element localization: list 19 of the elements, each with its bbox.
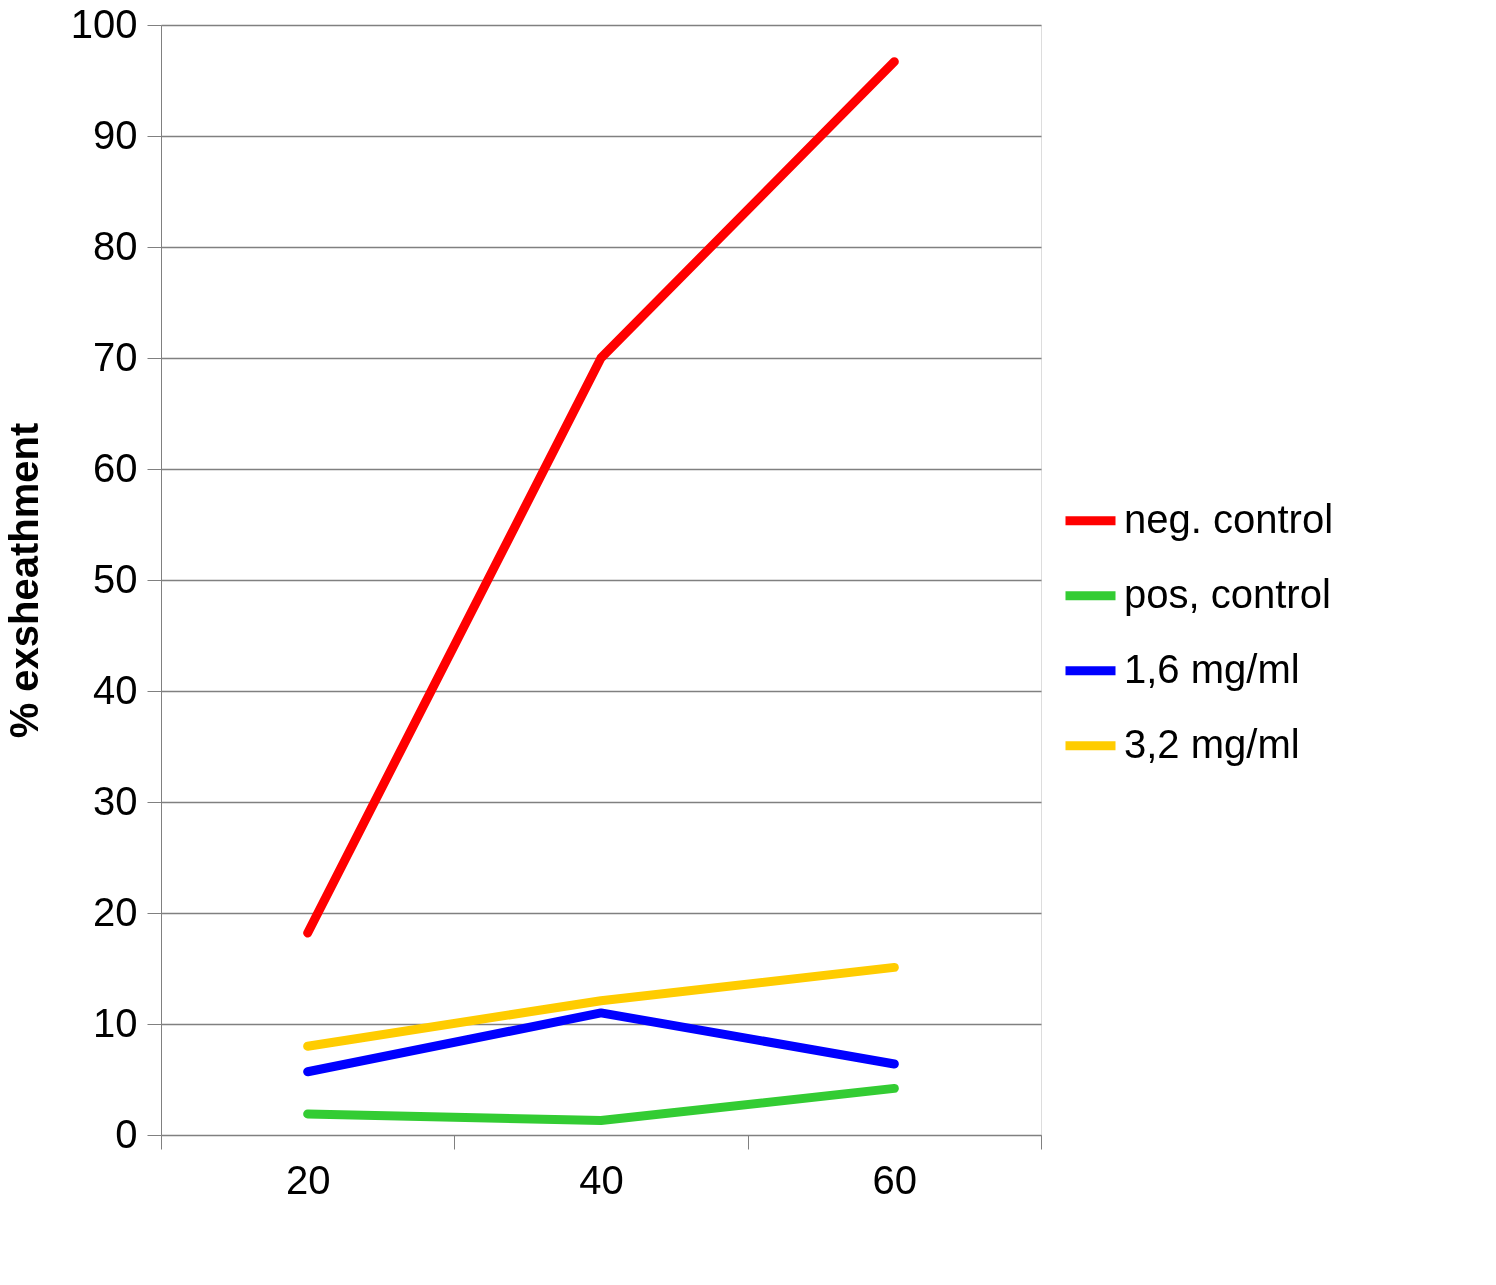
legend-label: pos, control	[1124, 571, 1331, 616]
y-axis-title: % exsheathment	[1, 422, 46, 739]
y-tick-label: 90	[93, 112, 138, 157]
x-tick-label: 60	[872, 1157, 918, 1202]
y-tick-label: 20	[93, 889, 138, 934]
y-tick-label: 60	[93, 445, 138, 490]
y-tick-label: 50	[93, 556, 138, 601]
x-tick-label: 40	[579, 1157, 624, 1202]
y-tick-label: 70	[93, 334, 138, 379]
legend-label: neg. control	[1124, 496, 1334, 541]
y-tick-label: 100	[70, 1, 138, 46]
y-tick-label: 30	[93, 778, 138, 823]
x-tick-label: 20	[285, 1157, 331, 1202]
y-tick-label: 80	[93, 223, 138, 268]
legend-label: 1,6 mg/ml	[1124, 646, 1300, 691]
legend-label: 3,2 mg/ml	[1124, 721, 1300, 766]
y-tick-label: 0	[115, 1111, 138, 1156]
y-tick-label: 40	[93, 667, 138, 712]
y-tick-label: 10	[93, 1000, 138, 1045]
